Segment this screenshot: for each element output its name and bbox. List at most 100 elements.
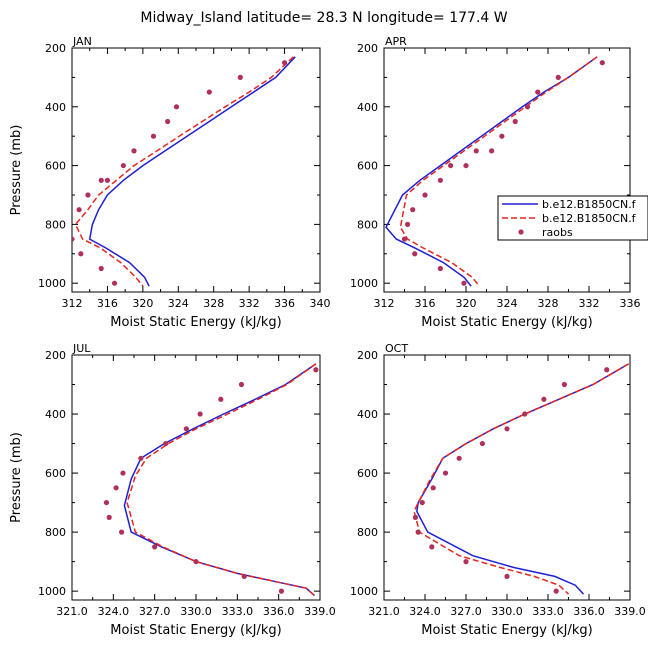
raobs-point [131, 148, 137, 154]
series-line-dashed [413, 363, 629, 595]
raobs-point [401, 236, 408, 242]
y-tick-label: 200 [45, 42, 66, 55]
legend-label: b.e12.B1850CN.f [542, 198, 637, 211]
raobs-point [138, 455, 144, 461]
raobs-point [241, 573, 247, 579]
y-tick-label: 600 [45, 160, 66, 173]
x-tick-label: 332 [579, 297, 600, 310]
legend-label: raobs [542, 226, 573, 239]
raobs-point [415, 529, 421, 535]
panel-apr: APR 312 316 320 324 328 332 336 200 400 600 800 1000… [350, 35, 641, 330]
x-tick-label: 340 [310, 297, 331, 310]
raobs-point [429, 544, 435, 550]
x-tick-label: 336 [620, 297, 641, 310]
raobs-point [555, 74, 561, 80]
y-tick-label: 1000 [38, 277, 66, 290]
legend-entry: raobs [518, 226, 573, 239]
y-tick-label: 800 [45, 526, 66, 539]
panel-label: JUL [72, 342, 91, 355]
y-tick-label: 200 [357, 349, 378, 362]
x-tick-label: 328 [538, 297, 559, 310]
y-tick-label: 200 [45, 349, 66, 362]
plot-frame [71, 47, 321, 293]
raobs-point [410, 207, 416, 213]
raobs-point [150, 133, 157, 139]
raobs-point [535, 89, 541, 95]
series-line-solid [416, 363, 629, 595]
panel-oct: OCT 321.0 324.0 327.0 330.0 333.0 336.0 339.0 20… [350, 342, 646, 638]
raobs-point [183, 426, 189, 432]
raobs-point [437, 177, 443, 183]
x-tick-label: 320 [132, 297, 153, 310]
raobs-point [504, 573, 510, 579]
panel-jul: JUL 321.0 324.0 327.0 330.0 333.0 336.0 339.0 20… [9, 342, 336, 638]
raobs-point [604, 367, 610, 373]
y-tick-label: 1000 [38, 585, 66, 598]
panel-jan: JAN 312 316 320 324 328 332 336 340 200 400 600 800 1… [9, 35, 331, 330]
raobs-point [412, 514, 419, 520]
raobs-point [98, 177, 104, 183]
x-tick-label: 327.0 [450, 605, 482, 618]
legend-entry: b.e12.B1850CN.f [502, 212, 637, 225]
raobs-point [120, 162, 126, 169]
raobs-point [104, 177, 111, 183]
raobs-point [419, 499, 425, 506]
series-line-dashed [126, 363, 317, 597]
plot-area [72, 56, 296, 287]
raobs-point [473, 148, 479, 154]
raobs-point [72, 236, 75, 242]
plot-area [385, 56, 605, 287]
raobs-point [599, 60, 605, 66]
raobs-point [422, 192, 428, 198]
raobs-point [281, 60, 288, 66]
raobs-point [163, 440, 169, 447]
y-tick-label: 800 [357, 526, 378, 539]
plot-area [412, 363, 629, 595]
raobs-point [461, 280, 467, 286]
raobs-point [430, 485, 436, 491]
x-tick-label: 333.0 [222, 605, 254, 618]
y-tick-label: 800 [357, 218, 378, 231]
y-axis-label: Pressure (mb) [9, 125, 24, 216]
series-line-dashed [399, 56, 598, 287]
x-tick-label: 336.0 [263, 605, 295, 618]
raobs-point [85, 192, 91, 198]
x-tick-label: 332 [239, 297, 260, 310]
x-tick-label: 339.0 [304, 605, 336, 618]
x-tick-label: 316 [97, 297, 118, 310]
raobs-point [165, 118, 171, 125]
raobs-point [98, 265, 104, 272]
panel-label: APR [385, 35, 407, 48]
figure-title: Midway_Island latitude= 28.3 N longitude… [140, 10, 507, 26]
raobs-point [504, 426, 510, 432]
x-tick-label: 336 [274, 297, 295, 310]
raobs-point [238, 381, 245, 388]
x-tick-label: 324 [497, 297, 518, 310]
raobs-point [561, 381, 568, 388]
raobs-point [456, 455, 462, 461]
panel-label: JAN [72, 35, 92, 48]
x-axis-label: Moist Static Energy (kJ/kg) [110, 623, 281, 638]
raobs-point [448, 162, 454, 169]
raobs-point [524, 104, 531, 110]
x-tick-label: 330.0 [491, 605, 523, 618]
series-line-dashed [74, 56, 294, 287]
raobs-point [206, 89, 212, 95]
y-tick-label: 1000 [350, 585, 378, 598]
y-tick-label: 600 [357, 160, 378, 173]
series-line-solid [385, 56, 598, 287]
raobs-point [103, 499, 110, 506]
plot-frame [383, 47, 631, 293]
x-tick-label: 312 [62, 297, 83, 310]
series-line-solid [88, 56, 296, 287]
x-axis-label: Moist Static Energy (kJ/kg) [421, 315, 592, 330]
y-tick-label: 1000 [350, 277, 378, 290]
y-tick-label: 400 [357, 101, 378, 114]
legend-entry: b.e12.B1850CN.f [502, 198, 637, 211]
x-tick-label: 330.0 [180, 605, 212, 618]
raobs-point [463, 559, 469, 565]
raobs-point [218, 396, 224, 402]
raobs-point [313, 367, 319, 373]
